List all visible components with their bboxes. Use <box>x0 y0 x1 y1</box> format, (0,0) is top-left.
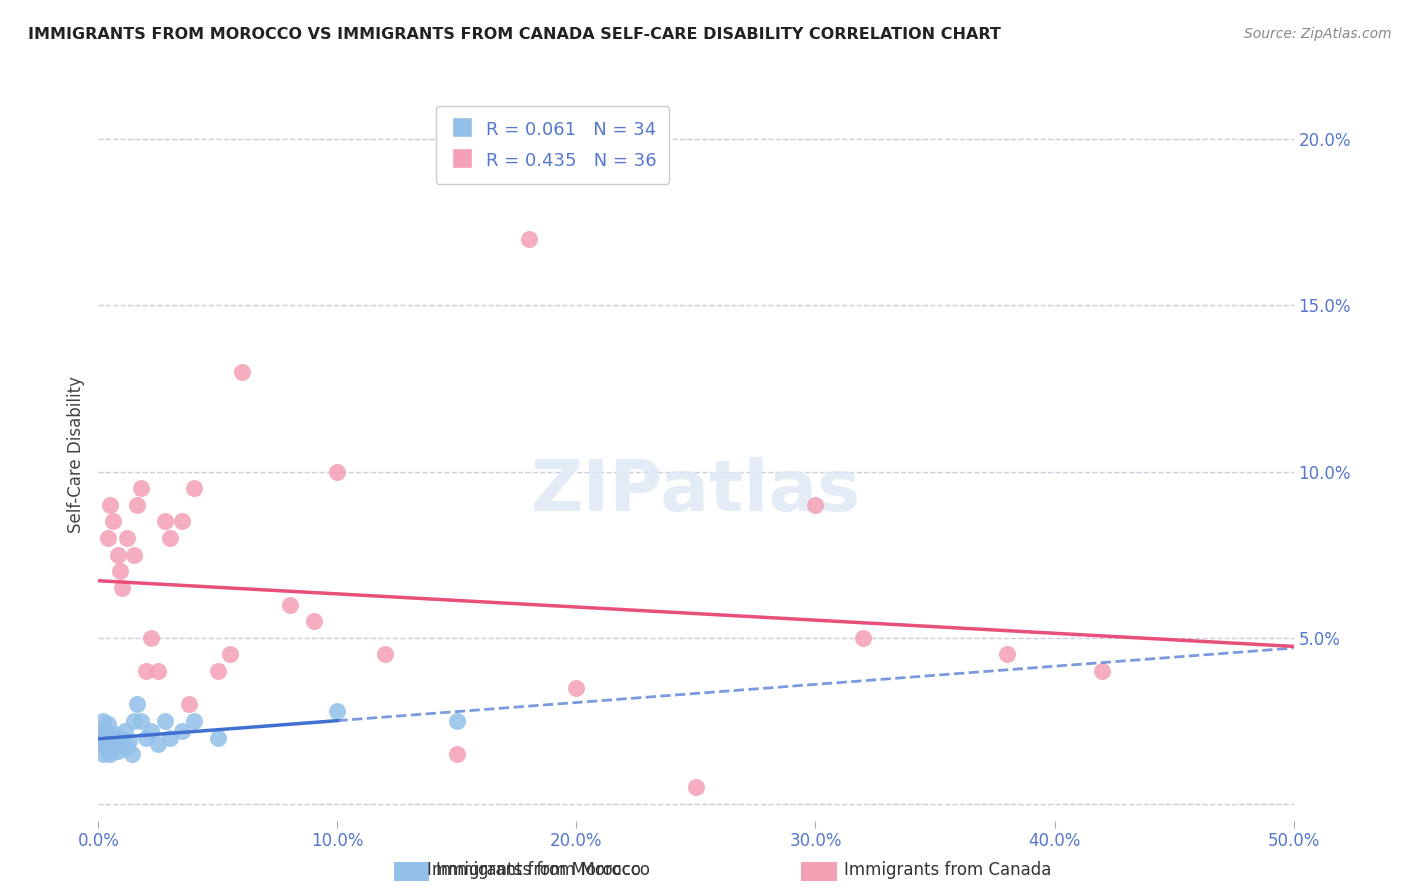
Point <box>98 498 122 512</box>
Point <box>94 737 117 751</box>
Point <box>107 548 129 562</box>
Point <box>97 717 120 731</box>
Text: IMMIGRANTS FROM MOROCCO VS IMMIGRANTS FROM CANADA SELF-CARE DISABILITY CORRELATI: IMMIGRANTS FROM MOROCCO VS IMMIGRANTS FR… <box>28 27 1001 42</box>
Point <box>326 704 349 718</box>
Point <box>98 731 122 745</box>
Point <box>108 564 131 578</box>
Text: Immigrants from Canada: Immigrants from Canada <box>844 861 1050 879</box>
Point <box>91 747 114 761</box>
Point <box>159 531 181 545</box>
Point <box>114 723 136 738</box>
Point <box>207 731 229 745</box>
Point <box>125 698 148 712</box>
Point <box>155 714 177 728</box>
Point <box>231 365 253 379</box>
Point <box>115 531 138 545</box>
Point <box>131 481 153 495</box>
Point <box>135 731 157 745</box>
Point <box>121 747 143 761</box>
Point <box>139 723 162 738</box>
Point <box>125 498 148 512</box>
Point <box>111 737 134 751</box>
Point <box>107 744 129 758</box>
Point <box>101 740 124 755</box>
Text: Immigrants from Morocco: Immigrants from Morocco <box>427 861 641 879</box>
Point <box>172 515 194 529</box>
Point <box>131 714 153 728</box>
Point <box>148 664 170 678</box>
Y-axis label: Self-Care Disability: Self-Care Disability <box>66 376 84 533</box>
Point <box>91 714 114 728</box>
Point <box>124 548 146 562</box>
Point <box>179 698 201 712</box>
Point <box>104 734 127 748</box>
Point <box>98 747 122 761</box>
Point <box>139 631 162 645</box>
Point <box>124 714 146 728</box>
Point <box>148 737 170 751</box>
Legend: R = 0.061   N = 34, R = 0.435   N = 36: R = 0.061 N = 34, R = 0.435 N = 36 <box>436 105 669 184</box>
Point <box>87 731 110 745</box>
Point <box>995 648 1018 662</box>
Point <box>183 481 205 495</box>
Point <box>155 515 177 529</box>
Point <box>804 498 827 512</box>
Point <box>118 734 141 748</box>
Point <box>1091 664 1114 678</box>
Text: Immigrants from Morocco: Immigrants from Morocco <box>436 861 650 879</box>
Point <box>115 740 138 755</box>
Point <box>172 723 194 738</box>
Point <box>302 614 325 628</box>
Point <box>97 744 120 758</box>
Point <box>97 531 120 545</box>
Point <box>101 515 124 529</box>
Point <box>94 737 117 751</box>
Point <box>517 232 540 246</box>
Point <box>135 664 157 678</box>
Point <box>111 581 134 595</box>
Point <box>326 465 349 479</box>
Point <box>278 598 301 612</box>
Point <box>183 714 205 728</box>
Point <box>87 731 110 745</box>
Point <box>159 731 181 745</box>
Text: Source: ZipAtlas.com: Source: ZipAtlas.com <box>1244 27 1392 41</box>
Point <box>374 648 396 662</box>
Point <box>446 747 468 761</box>
Text: ZIPatlas: ZIPatlas <box>531 457 860 526</box>
Point <box>94 723 117 738</box>
Point <box>108 731 131 745</box>
Point <box>90 723 112 738</box>
Point <box>565 681 588 695</box>
Point <box>91 723 114 738</box>
Point <box>207 664 229 678</box>
Point <box>90 737 112 751</box>
Point <box>852 631 875 645</box>
Point <box>446 714 468 728</box>
Point <box>104 727 127 741</box>
Point <box>685 780 707 795</box>
Point <box>219 648 242 662</box>
